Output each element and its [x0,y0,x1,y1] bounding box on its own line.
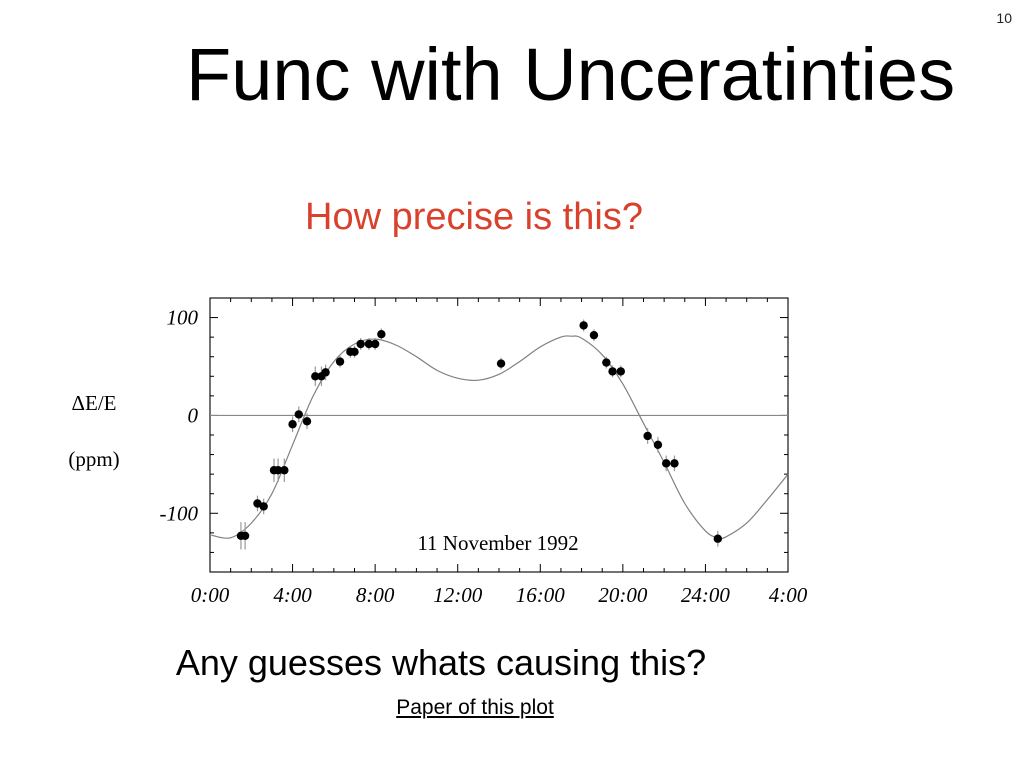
y-axis-label: ΔE/E [72,391,117,415]
x-tick-label: 16:00 [516,583,565,607]
y-axis-label: (ppm) [68,447,119,471]
data-point [653,440,663,449]
x-tick-label: 0:00 [191,583,230,607]
data-point [670,459,679,468]
slide-number: 10 [996,10,1012,26]
chart: 0:00 4:00 8:00 12:00 16:00 20:00 24:00 4:00 100 0… [68,297,808,607]
data-point [302,417,312,426]
data-point [608,367,617,376]
data-point [335,357,345,366]
chart-annotation: 11 November 1992 [417,531,578,555]
data-point [602,358,611,367]
data-point [713,534,723,543]
data-point [616,367,625,376]
x-tick-label: 24:00 [681,583,730,607]
data-point [259,502,268,511]
chart-labels: 0:00 4:00 8:00 12:00 16:00 20:00 24:00 4:00 100 0… [68,306,807,607]
data-point [240,531,250,540]
slide-title: Func with Unceratinties [186,33,956,116]
y-tick-label: 0 [188,403,199,427]
model-curve [209,335,789,540]
data-point [496,359,506,368]
slide-subtitle: How precise is this? [305,196,643,238]
x-tick-label: 20:00 [598,583,647,607]
model-curve-line [209,335,789,540]
data-point [377,330,386,339]
paper-link[interactable]: Paper of this plot [396,696,554,719]
y-tick-label: 100 [167,306,199,330]
data-point [350,347,359,357]
data-point [273,466,283,475]
data-point [370,339,380,349]
data-point [589,330,599,340]
data-points [236,319,723,550]
data-point [364,339,374,349]
question-text: Any guesses whats causing this? [175,642,707,683]
x-tick-label: 12:00 [433,583,482,607]
data-point [579,321,588,330]
x-tick-label: 8:00 [356,583,395,607]
data-point [311,372,320,381]
data-point [643,431,652,441]
y-tick-label: -100 [160,501,199,525]
chart-axes [209,297,789,573]
data-point [294,410,303,419]
data-point [356,339,365,349]
x-tick-label: 4:00 [273,583,312,607]
data-point [662,459,671,468]
data-point [288,420,297,429]
data-point [321,368,330,377]
data-point [280,466,289,475]
x-tick-label: 4:00 [769,583,808,607]
